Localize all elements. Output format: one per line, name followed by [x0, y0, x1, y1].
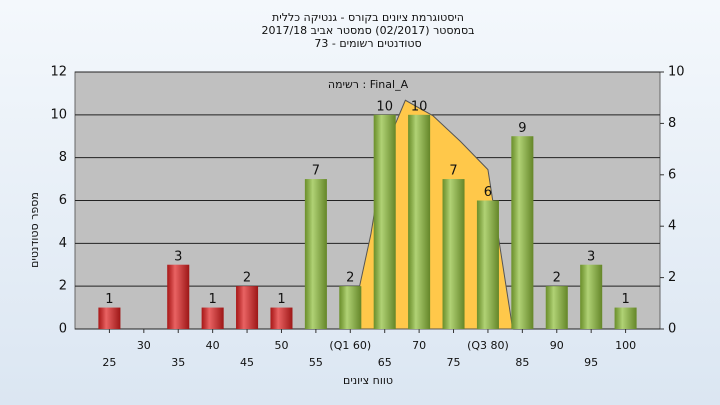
y-axis-label: מספר סטודנטים	[28, 192, 41, 268]
annotation: רשימה : Final_A	[328, 78, 409, 91]
x-tick-label: 70	[412, 339, 426, 352]
x-tick-label: 65	[378, 356, 392, 369]
bar-shade	[236, 286, 259, 329]
y-tick-label: 10	[50, 107, 67, 122]
bar-shade	[476, 200, 499, 329]
data-label: 1	[105, 292, 113, 307]
y-tick-label: 8	[59, 150, 67, 165]
title-line: סטודנטים רשומים - 73	[314, 37, 421, 50]
y-tick-label: 12	[50, 65, 67, 80]
x-tick-label: 55	[309, 356, 323, 369]
x-tick-label: 75	[447, 356, 461, 369]
bar-shade	[545, 286, 568, 329]
x-tick-label: 100	[615, 339, 636, 352]
data-label: 7	[449, 164, 457, 179]
y2-tick-label: 2	[668, 270, 676, 285]
data-label: 6	[484, 185, 492, 200]
y2-tick-label: 0	[668, 322, 676, 337]
title-line: בסמסטר (02/2017) סמסטר אביב 2017/18	[261, 24, 474, 37]
x-tick-label: 25	[102, 356, 116, 369]
x-tick-label: 95	[584, 356, 598, 369]
x-axis-label: טווח ציונים	[343, 374, 393, 387]
data-label: 3	[174, 249, 182, 264]
bar-shade	[442, 179, 465, 329]
y-tick-label: 0	[59, 322, 67, 337]
bar-shade	[201, 307, 224, 329]
x-tick-label: 45	[240, 356, 254, 369]
y2-tick-label: 6	[668, 167, 676, 182]
x-tick-label: 85	[515, 356, 529, 369]
x-tick-label: 35	[171, 356, 185, 369]
data-label: 2	[553, 271, 561, 286]
x-tick-label: 40	[206, 339, 220, 352]
y2-tick-label: 8	[668, 116, 676, 131]
bar-shade	[167, 264, 190, 329]
data-label: 7	[312, 164, 320, 179]
y-tick-label: 6	[59, 193, 67, 208]
title-line: היסטוגרמת ציונים בקורס - גנטיקה כללית	[272, 11, 464, 24]
y2-tick-label: 10	[668, 65, 685, 80]
x-tick-label: (Q3 80)	[467, 339, 509, 352]
y2-tick-label: 4	[668, 219, 676, 234]
bar-shade	[614, 307, 637, 329]
x-tick-label: 50	[274, 339, 288, 352]
x-tick-label: 30	[137, 339, 151, 352]
data-label: 1	[209, 292, 217, 307]
bar-shade	[580, 264, 603, 329]
y-tick-label: 4	[59, 236, 67, 251]
bar-shade	[408, 114, 431, 329]
data-label: 1	[277, 292, 285, 307]
data-label: 10	[376, 99, 393, 114]
x-tick-label: 90	[550, 339, 564, 352]
data-label: 3	[587, 249, 595, 264]
data-label: 2	[243, 271, 251, 286]
data-label: 1	[621, 292, 629, 307]
bar-shade	[511, 136, 534, 329]
bar-shade	[270, 307, 293, 329]
data-label: 2	[346, 271, 354, 286]
bar-shade	[98, 307, 121, 329]
x-tick-label: (Q1 60)	[329, 339, 371, 352]
bar-shade	[339, 286, 362, 329]
data-label: 10	[411, 99, 428, 114]
bar-shade	[304, 179, 327, 329]
y-tick-label: 2	[59, 279, 67, 294]
data-label: 9	[518, 121, 526, 136]
bar-shade	[373, 114, 396, 329]
